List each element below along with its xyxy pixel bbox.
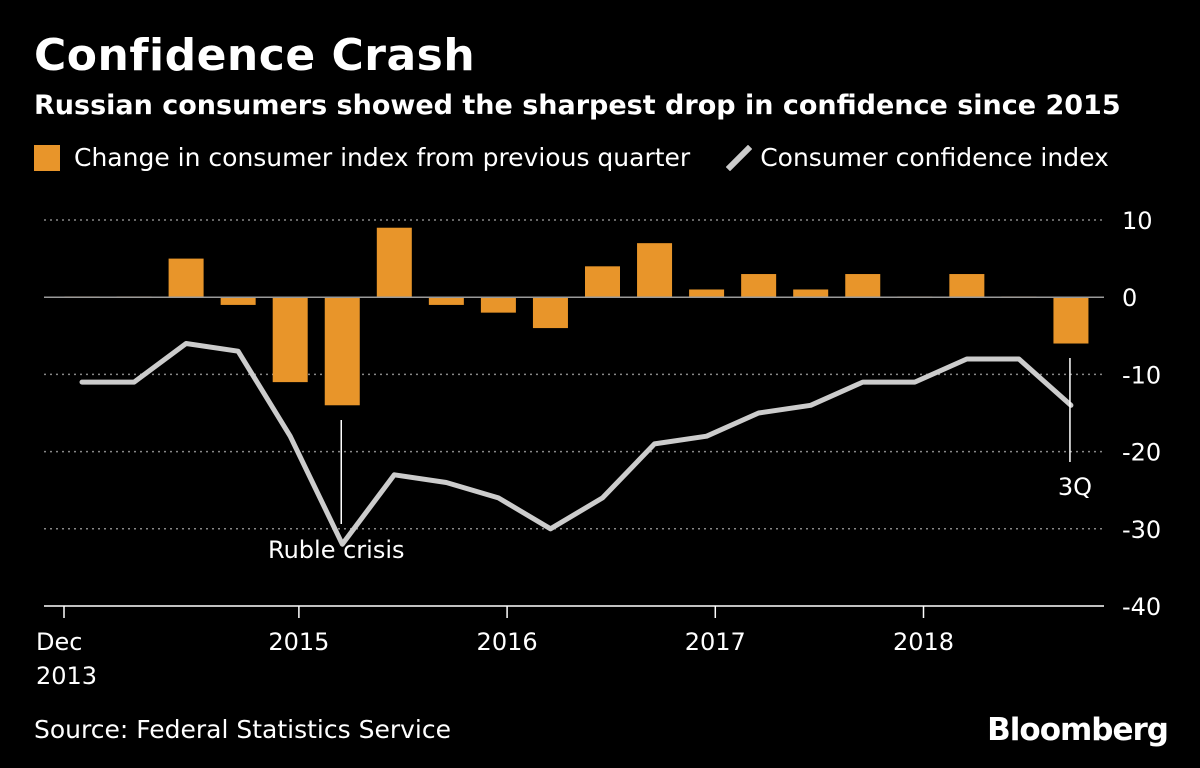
y-tick-label: 10: [1122, 207, 1153, 235]
annotation-ruble-crisis: Ruble crisis: [268, 536, 405, 564]
bar: [845, 274, 881, 298]
bar: [324, 297, 360, 406]
bar: [168, 258, 204, 298]
x-tick-label-year: 2013: [36, 662, 97, 690]
bar: [480, 297, 516, 313]
x-tick-label: 2016: [477, 628, 538, 656]
bar: [637, 243, 673, 298]
bar: [689, 289, 725, 298]
bloomberg-logo: Bloomberg: [987, 712, 1169, 748]
source-note: Source: Federal Statistics Service: [34, 715, 451, 744]
x-tick-label: Dec: [36, 628, 82, 656]
y-tick-label: -20: [1122, 439, 1161, 467]
legend-bar-swatch: [34, 144, 60, 171]
bar: [585, 266, 620, 298]
y-tick-label: -40: [1122, 593, 1161, 621]
legend-line-swatch: [726, 144, 753, 171]
bar-series: [64, 227, 1089, 406]
bar: [1053, 297, 1089, 344]
line-series: [79, 341, 1074, 547]
annotation-3q: 3Q: [1058, 473, 1092, 501]
annotations: Ruble crisis 3Q: [268, 358, 1092, 564]
bar: [949, 274, 985, 298]
chart-subtitle: Russian consumers showed the sharpest dr…: [34, 90, 1121, 121]
bar: [428, 297, 464, 305]
x-tick-label: 2017: [685, 628, 746, 656]
axes: 10 0 -10 -20 -30 -40 Dec 2013 2015 2016 2017 2018: [36, 207, 1161, 690]
bar: [272, 297, 308, 383]
bar: [376, 227, 412, 298]
chart-title: Confidence Crash: [34, 30, 476, 81]
legend-item-line: Consumer confidence index: [690, 143, 1109, 172]
y-tick-label: -30: [1122, 516, 1161, 544]
bar: [793, 289, 829, 298]
bar: [532, 297, 568, 329]
confidence-line: [79, 341, 1074, 547]
legend: Change in consumer index from previous q…: [34, 143, 1109, 172]
bar: [220, 297, 256, 305]
y-tick-label: 0: [1122, 284, 1137, 312]
bar: [741, 274, 777, 298]
legend-line-mark: [726, 144, 753, 171]
legend-line-label: Consumer confidence index: [760, 143, 1109, 172]
y-tick-label: -10: [1122, 361, 1161, 389]
x-tick-label: 2015: [268, 628, 329, 656]
x-tick-label: 2018: [893, 628, 954, 656]
legend-item-bar: Change in consumer index from previous q…: [34, 143, 690, 172]
legend-bar-label: Change in consumer index from previous q…: [74, 143, 691, 172]
